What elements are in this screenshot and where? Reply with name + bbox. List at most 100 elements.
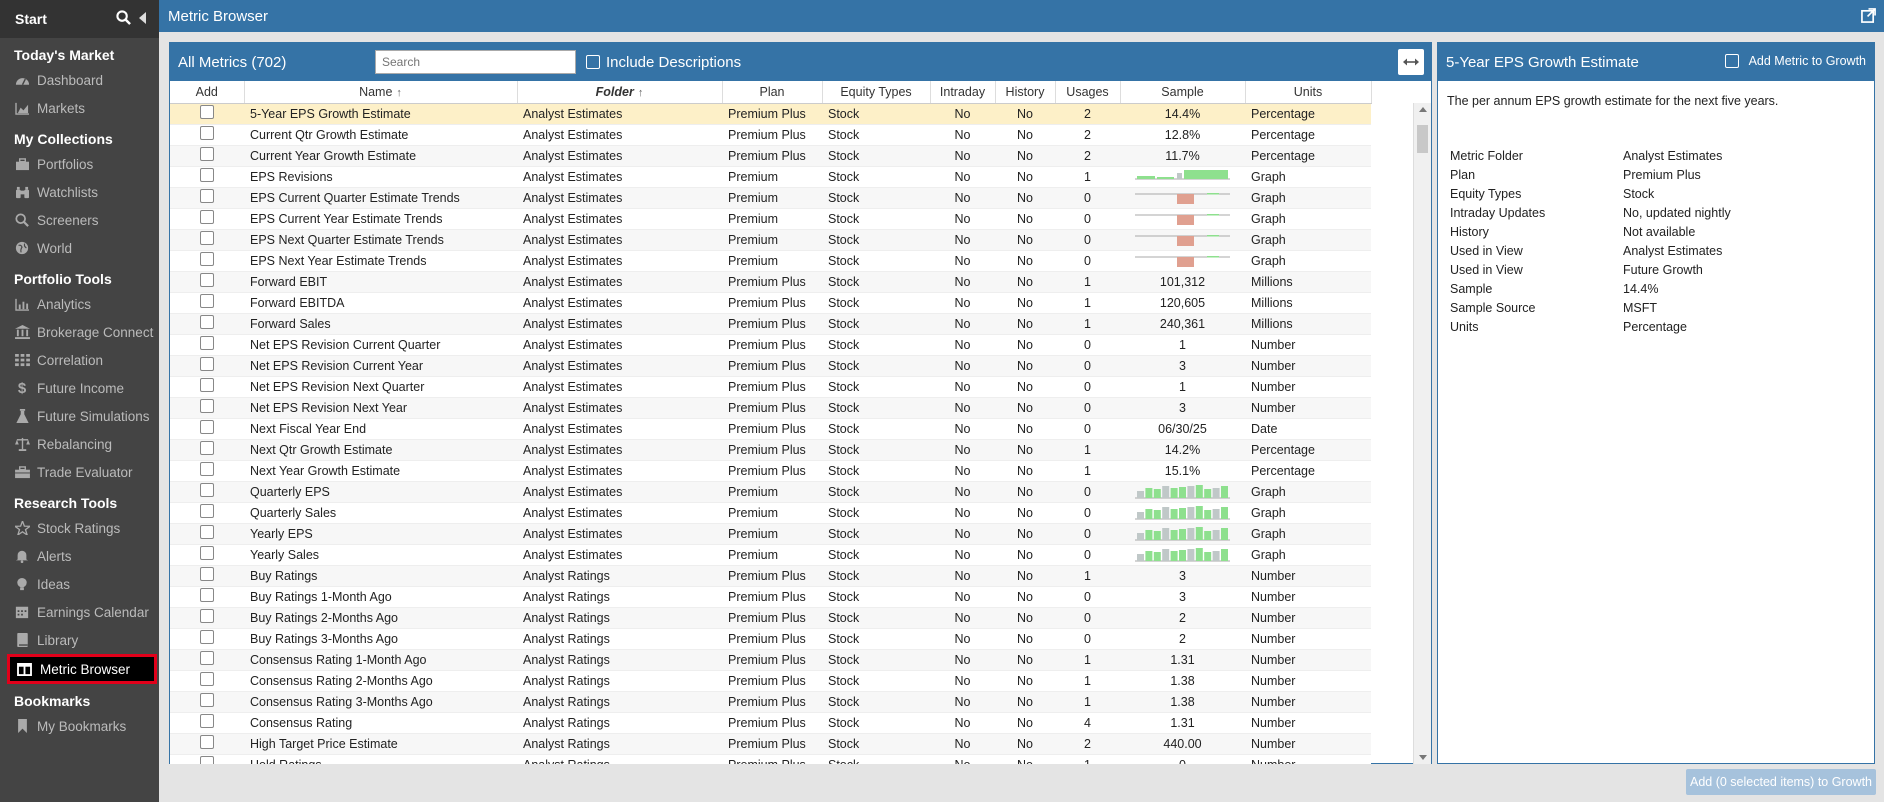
search-input[interactable]: [375, 50, 576, 74]
table-row[interactable]: Consensus Rating Analyst Ratings Premium P…: [170, 712, 1371, 734]
add-row-checkbox[interactable]: [200, 546, 214, 560]
sidebar-item-portfolios[interactable]: Portfolios: [0, 150, 159, 178]
sidebar-item-future-simulations[interactable]: Future Simulations: [0, 402, 159, 430]
metric-name[interactable]: Buy Ratings 1-Month Ago: [244, 586, 517, 608]
sidebar-item-stock-ratings[interactable]: Stock Ratings: [0, 514, 159, 542]
sidebar-item-brokerage-connect[interactable]: Brokerage Connect: [0, 318, 159, 346]
include-descriptions-checkbox[interactable]: [586, 55, 600, 69]
add-metric-toggle[interactable]: Add Metric to Growth: [1724, 54, 1866, 68]
table-row[interactable]: Net EPS Revision Current Year Analyst Est…: [170, 355, 1371, 377]
table-row[interactable]: EPS Current Year Estimate Trends Analyst …: [170, 208, 1371, 230]
scroll-down-arrow-icon[interactable]: [1419, 755, 1427, 760]
metric-name[interactable]: Hold Ratings: [244, 754, 517, 764]
sidebar-item-correlation[interactable]: Correlation: [0, 346, 159, 374]
column-header-usages[interactable]: Usages: [1055, 81, 1121, 104]
table-row[interactable]: Net EPS Revision Next Year Analyst Estima…: [170, 397, 1371, 419]
table-row[interactable]: Current Year Growth Estimate Analyst Esti…: [170, 145, 1371, 167]
sidebar-item-watchlists[interactable]: Watchlists: [0, 178, 159, 206]
metric-name[interactable]: Buy Ratings: [244, 565, 517, 587]
metric-name[interactable]: EPS Current Year Estimate Trends: [244, 208, 517, 230]
sidebar-item-ideas[interactable]: Ideas: [0, 570, 159, 598]
metric-name[interactable]: EPS Revisions: [244, 166, 517, 188]
start-button[interactable]: Start: [15, 11, 47, 27]
add-row-checkbox[interactable]: [200, 525, 214, 539]
add-selected-button[interactable]: Add (0 selected items) to Growth: [1686, 769, 1876, 795]
add-row-checkbox[interactable]: [200, 441, 214, 455]
metric-name[interactable]: Quarterly EPS: [244, 481, 517, 503]
column-header-sample[interactable]: Sample: [1120, 81, 1246, 104]
column-header-name[interactable]: Name ↑: [244, 81, 518, 104]
add-row-checkbox[interactable]: [200, 588, 214, 602]
metric-name[interactable]: Net EPS Revision Current Year: [244, 355, 517, 377]
add-row-checkbox[interactable]: [200, 651, 214, 665]
add-row-checkbox[interactable]: [200, 756, 214, 764]
column-header-intraday[interactable]: Intraday: [930, 81, 996, 104]
add-row-checkbox[interactable]: [200, 357, 214, 371]
metric-name[interactable]: Net EPS Revision Next Year: [244, 397, 517, 419]
table-row[interactable]: 5-Year EPS Growth Estimate Analyst Estima…: [170, 103, 1371, 125]
table-row[interactable]: EPS Revisions Analyst Estimates Premium Sto…: [170, 166, 1371, 188]
expand-button[interactable]: [1398, 49, 1424, 75]
add-row-checkbox[interactable]: [200, 315, 214, 329]
add-row-checkbox[interactable]: [200, 231, 214, 245]
table-row[interactable]: Net EPS Revision Next Quarter Analyst Est…: [170, 376, 1371, 398]
add-row-checkbox[interactable]: [200, 168, 214, 182]
sidebar-item-library[interactable]: Library: [0, 626, 159, 654]
metric-name[interactable]: Net EPS Revision Next Quarter: [244, 376, 517, 398]
table-row[interactable]: EPS Next Quarter Estimate Trends Analyst …: [170, 229, 1371, 251]
metric-name[interactable]: Consensus Rating 2-Months Ago: [244, 670, 517, 692]
sidebar-item-world[interactable]: World: [0, 234, 159, 262]
table-row[interactable]: Consensus Rating 1-Month Ago Analyst Rati…: [170, 649, 1371, 671]
column-header-history[interactable]: History: [995, 81, 1056, 104]
metric-name[interactable]: Next Qtr Growth Estimate: [244, 439, 517, 461]
add-row-checkbox[interactable]: [200, 693, 214, 707]
scroll-up-arrow-icon[interactable]: [1419, 107, 1427, 112]
metric-name[interactable]: Forward EBIT: [244, 271, 517, 293]
metric-name[interactable]: Net EPS Revision Current Quarter: [244, 334, 517, 356]
sidebar-item-metric-browser[interactable]: Metric Browser: [7, 654, 157, 684]
add-row-checkbox[interactable]: [200, 294, 214, 308]
add-row-checkbox[interactable]: [200, 399, 214, 413]
metric-name[interactable]: Forward EBITDA: [244, 292, 517, 314]
metric-name[interactable]: Quarterly Sales: [244, 502, 517, 524]
metric-name[interactable]: Next Year Growth Estimate: [244, 460, 517, 482]
column-header-equity-types[interactable]: Equity Types: [822, 81, 931, 104]
search-icon[interactable]: [116, 10, 131, 28]
add-row-checkbox[interactable]: [200, 672, 214, 686]
sidebar-item-screeners[interactable]: Screeners: [0, 206, 159, 234]
sidebar-item-rebalancing[interactable]: Rebalancing: [0, 430, 159, 458]
table-scrollbar[interactable]: [1413, 103, 1431, 764]
metric-name[interactable]: Yearly Sales: [244, 544, 517, 566]
metric-name[interactable]: Consensus Rating 1-Month Ago: [244, 649, 517, 671]
add-row-checkbox[interactable]: [200, 735, 214, 749]
table-row[interactable]: High Target Price Estimate Analyst Rating…: [170, 733, 1371, 755]
add-row-checkbox[interactable]: [200, 567, 214, 581]
table-row[interactable]: Current Qtr Growth Estimate Analyst Estim…: [170, 124, 1371, 146]
scrollbar-thumb[interactable]: [1417, 125, 1428, 153]
popout-icon[interactable]: [1861, 8, 1876, 27]
table-row[interactable]: Buy Ratings 1-Month Ago Analyst Ratings Pr…: [170, 586, 1371, 608]
table-row[interactable]: EPS Next Year Estimate Trends Analyst Est…: [170, 250, 1371, 272]
add-row-checkbox[interactable]: [200, 609, 214, 623]
include-descriptions-toggle[interactable]: Include Descriptions: [586, 54, 741, 71]
add-row-checkbox[interactable]: [200, 273, 214, 287]
table-row[interactable]: Net EPS Revision Current Quarter Analyst …: [170, 334, 1371, 356]
metric-name[interactable]: Current Year Growth Estimate: [244, 145, 517, 167]
sidebar-item-my-bookmarks[interactable]: My Bookmarks: [0, 712, 159, 740]
table-row[interactable]: Consensus Rating 3-Months Ago Analyst Rat…: [170, 691, 1371, 713]
add-row-checkbox[interactable]: [200, 378, 214, 392]
metric-name[interactable]: Consensus Rating: [244, 712, 517, 734]
table-row[interactable]: Next Year Growth Estimate Analyst Estimat…: [170, 460, 1371, 482]
table-row[interactable]: Forward EBIT Analyst Estimates Premium Plu…: [170, 271, 1371, 293]
column-header-add[interactable]: Add: [170, 81, 245, 104]
add-row-checkbox[interactable]: [200, 252, 214, 266]
table-row[interactable]: Yearly EPS Analyst Estimates Premium Stock N…: [170, 523, 1371, 545]
table-row[interactable]: Quarterly Sales Analyst Estimates Premium S…: [170, 502, 1371, 524]
table-row[interactable]: Forward Sales Analyst Estimates Premium Pl…: [170, 313, 1371, 335]
add-row-checkbox[interactable]: [200, 483, 214, 497]
sidebar-item-trade-evaluator[interactable]: Trade Evaluator: [0, 458, 159, 486]
column-header-units[interactable]: Units: [1245, 81, 1372, 104]
add-row-checkbox[interactable]: [200, 147, 214, 161]
metric-name[interactable]: EPS Current Quarter Estimate Trends: [244, 187, 517, 209]
add-row-checkbox[interactable]: [200, 420, 214, 434]
